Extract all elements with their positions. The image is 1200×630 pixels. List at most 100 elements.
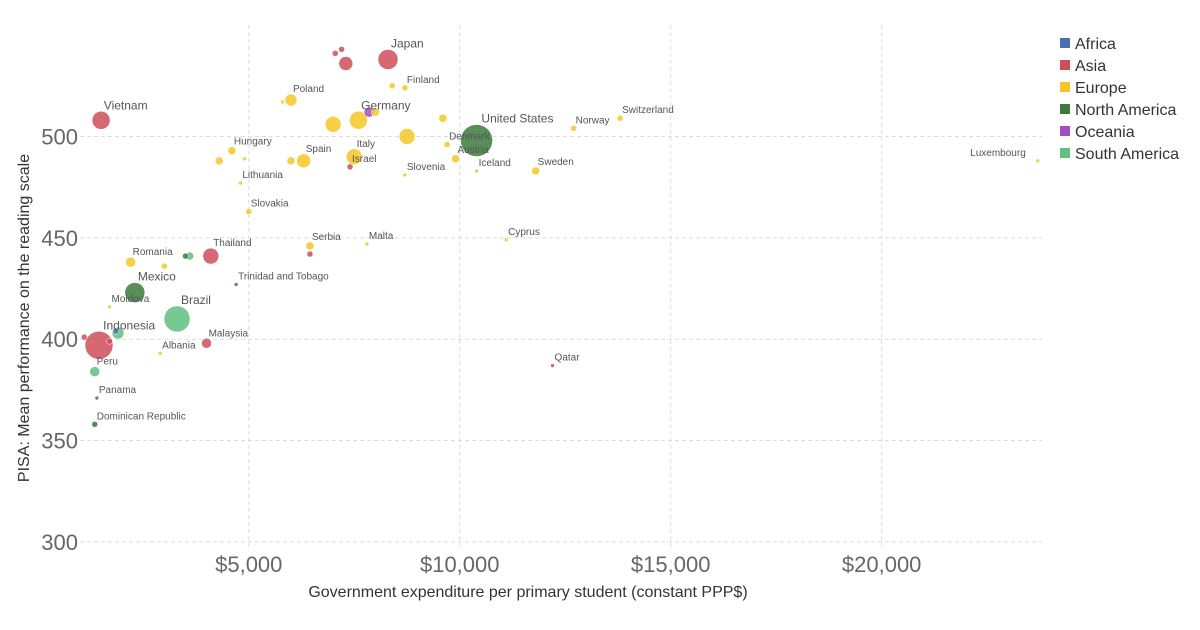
data-point[interactable] <box>306 250 314 258</box>
data-point[interactable] <box>233 282 239 287</box>
point-label: Iceland <box>479 158 511 169</box>
x-tick-label: $5,000 <box>215 552 282 577</box>
x-tick-label: $10,000 <box>420 552 500 577</box>
legend-item[interactable]: Europe <box>1060 80 1127 97</box>
legend-label: Europe <box>1075 80 1127 97</box>
legend-item[interactable]: South America <box>1060 146 1179 163</box>
data-point[interactable] <box>305 241 315 251</box>
point-label: Poland <box>293 84 324 95</box>
data-point[interactable] <box>1035 158 1041 164</box>
point-label: Lithuania <box>242 170 283 181</box>
data-point[interactable] <box>202 247 220 265</box>
point-label: Qatar <box>555 353 581 364</box>
point-label: Israel <box>352 154 376 165</box>
data-point[interactable] <box>245 208 253 215</box>
legend-swatch <box>1060 148 1070 158</box>
legend-item[interactable]: Oceania <box>1060 124 1135 141</box>
data-point[interactable] <box>346 148 363 166</box>
y-tick-label: 500 <box>41 124 78 149</box>
legend-item[interactable]: Africa <box>1060 36 1116 53</box>
data-point[interactable] <box>157 351 163 356</box>
data-points <box>80 46 1041 428</box>
data-point[interactable] <box>106 337 113 345</box>
legend-swatch <box>1060 38 1070 48</box>
data-point[interactable] <box>550 363 555 368</box>
point-label: Luxembourg <box>970 148 1026 159</box>
data-point[interactable] <box>398 128 416 145</box>
data-point[interactable] <box>338 56 354 71</box>
data-point[interactable] <box>280 99 285 105</box>
point-label: Slovenia <box>407 162 446 173</box>
data-point[interactable] <box>107 304 112 310</box>
legend-label: North America <box>1075 102 1176 119</box>
point-label: Trinidad and Tobago <box>238 271 329 282</box>
y-tick-label: 400 <box>41 327 78 352</box>
data-point[interactable] <box>616 114 624 122</box>
data-point[interactable] <box>242 156 247 162</box>
point-label: Denmark <box>449 132 491 143</box>
data-point[interactable] <box>214 156 224 166</box>
legend-label: Asia <box>1075 58 1106 75</box>
data-point[interactable] <box>238 180 243 186</box>
legend-label: Oceania <box>1075 124 1135 141</box>
data-point[interactable] <box>227 146 237 155</box>
y-axis-title: PISA: Mean performance on the reading sc… <box>16 154 33 482</box>
legend-item[interactable]: Asia <box>1060 58 1106 75</box>
data-point[interactable] <box>371 107 380 117</box>
point-label: Peru <box>97 357 118 368</box>
legend[interactable]: Africa Asia Europe North America Oceania Sout… <box>1060 36 1179 163</box>
data-point[interactable] <box>443 141 451 148</box>
data-point[interactable] <box>201 338 212 349</box>
data-point[interactable] <box>284 93 298 107</box>
data-point[interactable] <box>94 395 100 401</box>
data-point[interactable] <box>338 46 345 53</box>
legend-item[interactable]: North America <box>1060 102 1176 119</box>
point-label: Germany <box>361 98 410 112</box>
data-point[interactable] <box>460 124 493 157</box>
data-point[interactable] <box>503 237 509 243</box>
data-point[interactable] <box>80 333 88 341</box>
data-point[interactable] <box>401 84 409 92</box>
data-point[interactable] <box>84 331 114 360</box>
data-point[interactable] <box>438 113 448 123</box>
data-point[interactable] <box>125 256 136 268</box>
point-label: Malta <box>369 231 394 242</box>
data-point[interactable] <box>91 111 111 130</box>
data-point[interactable] <box>112 327 120 335</box>
legend-swatch <box>1060 60 1070 70</box>
data-point[interactable] <box>161 262 168 270</box>
y-tick-label: 450 <box>41 226 78 251</box>
data-point[interactable] <box>451 154 460 164</box>
data-point[interactable] <box>377 49 399 70</box>
data-point[interactable] <box>182 252 189 260</box>
point-label: United States <box>481 112 553 126</box>
point-label: Japan <box>391 36 424 50</box>
data-point[interactable] <box>349 111 368 130</box>
point-label: Norway <box>576 115 610 126</box>
data-point[interactable] <box>388 82 396 90</box>
point-label: Finland <box>407 75 440 86</box>
data-point[interactable] <box>332 50 339 57</box>
data-point[interactable] <box>364 241 370 247</box>
data-point[interactable] <box>163 305 191 333</box>
data-point[interactable] <box>346 163 354 171</box>
x-tick-label: $20,000 <box>842 552 922 577</box>
data-point[interactable] <box>286 156 296 166</box>
data-point[interactable] <box>89 366 101 377</box>
data-point[interactable] <box>296 153 311 169</box>
point-label: Italy <box>357 139 375 150</box>
point-label: Romania <box>133 247 173 258</box>
data-point[interactable] <box>531 166 540 176</box>
data-point[interactable] <box>474 168 479 174</box>
data-point[interactable] <box>570 125 577 132</box>
data-point[interactable] <box>324 116 342 133</box>
data-point[interactable] <box>402 172 408 178</box>
data-point[interactable] <box>91 421 99 428</box>
legend-label: South America <box>1075 146 1179 163</box>
legend-swatch <box>1060 82 1070 92</box>
x-axis-ticks: $5,000 $10,000 $15,000 $20,000 <box>215 552 921 577</box>
data-point[interactable] <box>124 282 146 303</box>
point-label: Thailand <box>213 238 251 249</box>
point-label: Spain <box>306 144 332 155</box>
